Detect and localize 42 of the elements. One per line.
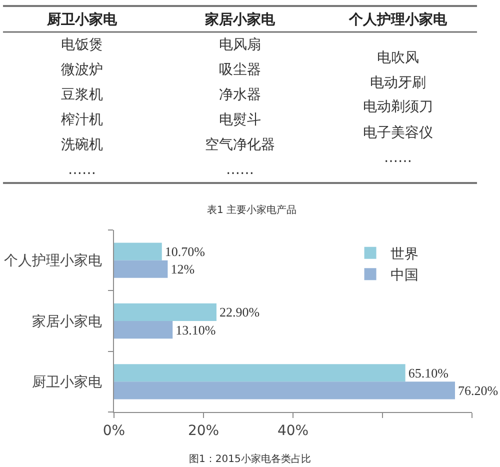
text: 电风扇 xyxy=(219,37,261,53)
text: …… xyxy=(226,162,254,178)
text: …… xyxy=(384,150,412,166)
data-label: 12% xyxy=(170,262,195,277)
caption: 图1：2015小家电各类占比 xyxy=(189,453,311,465)
data-label: 76.20% xyxy=(458,382,498,398)
text: 电饭煲 xyxy=(61,37,103,53)
text: 榨汁机 xyxy=(61,112,103,128)
text: 微波炉 xyxy=(61,62,103,78)
data-label: 13.10% xyxy=(176,322,216,338)
legend-label: 中国 xyxy=(390,268,418,284)
y-tick-label: 家居小家电 xyxy=(32,314,102,330)
text: 电动剃须刀 xyxy=(363,99,433,115)
data-label: 10.70% xyxy=(164,244,206,260)
bar xyxy=(114,303,216,321)
y-tick-label: 厨卫小家电 xyxy=(32,374,102,391)
category-label: 家居小家电 xyxy=(204,11,276,28)
x-tick-label: 40% xyxy=(277,422,309,439)
bar xyxy=(114,364,406,382)
data-label: 22.90% xyxy=(219,304,260,320)
legend-label: 世界 xyxy=(390,246,418,262)
text: 吸尘器 xyxy=(219,62,261,78)
text: …… xyxy=(68,162,96,178)
text: 净水器 xyxy=(219,87,261,103)
text: 空气净化器 xyxy=(205,137,275,153)
category-label: 个人护理小家电 xyxy=(348,11,448,28)
text: 洗碗机 xyxy=(61,137,103,153)
text: 电子美容仪 xyxy=(363,125,433,141)
text: 豆浆机 xyxy=(61,87,103,103)
text: 电动牙刷 xyxy=(370,75,426,91)
bar xyxy=(114,242,162,260)
bar xyxy=(114,382,455,400)
data-label: 65.10% xyxy=(408,365,449,380)
bar xyxy=(114,260,168,278)
category-label: 厨卫小家电 xyxy=(46,11,118,28)
text: 表1 主要小家电产品 xyxy=(207,204,297,216)
y-tick-label: 个人护理小家电 xyxy=(4,253,102,270)
x-tick-label: 0% xyxy=(102,422,126,439)
text: 电熨斗 xyxy=(219,112,261,128)
bar xyxy=(114,321,173,339)
x-tick-label: 20% xyxy=(188,422,220,439)
text: 电吹风 xyxy=(377,50,419,66)
